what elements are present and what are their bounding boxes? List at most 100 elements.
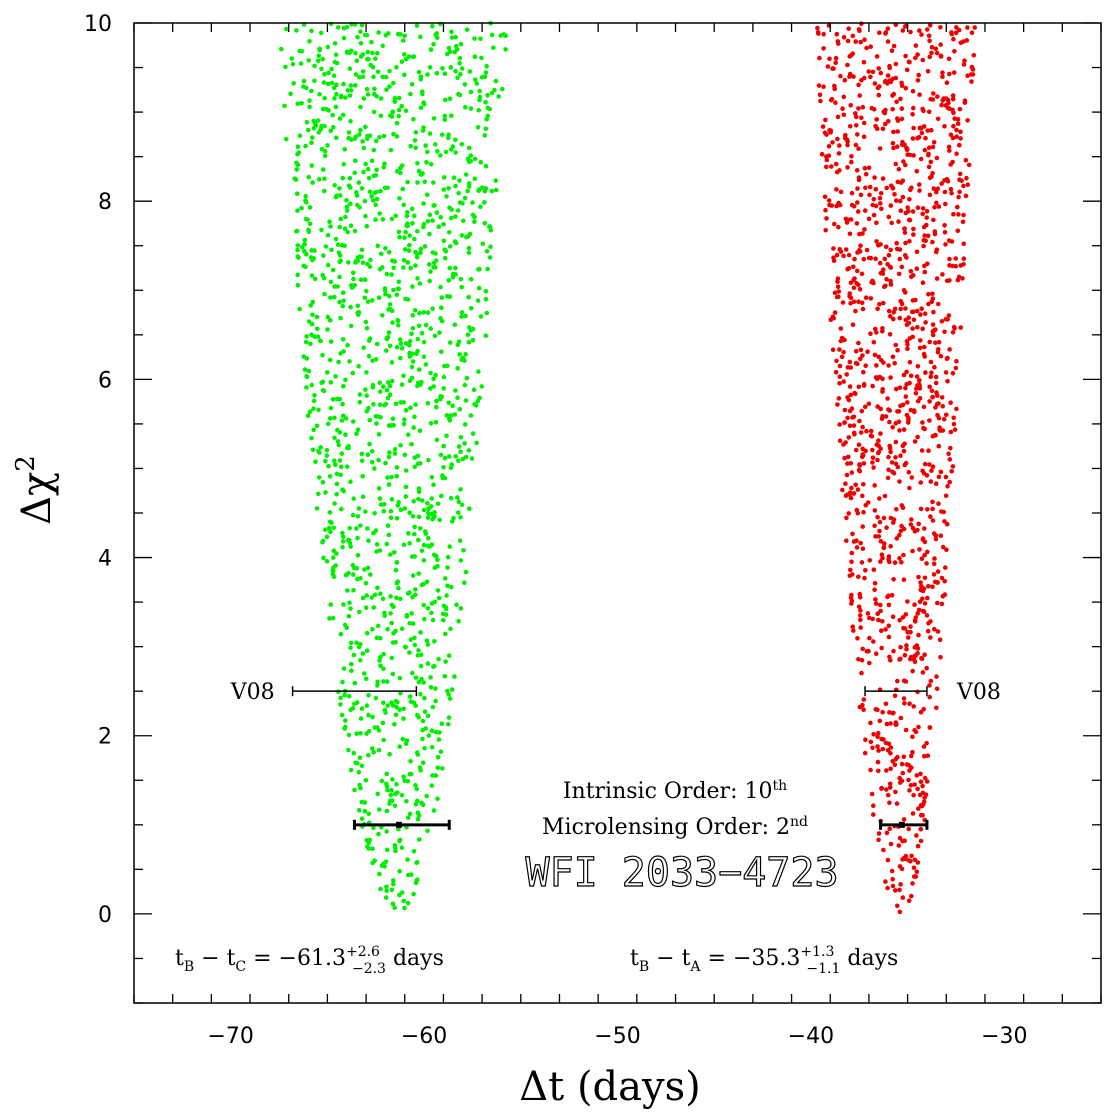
data-point-bc: [426, 535, 431, 541]
data-point-bc: [376, 831, 381, 837]
data-point-ba: [867, 558, 873, 563]
data-point-bc: [341, 81, 346, 87]
data-point-ba: [821, 84, 826, 89]
data-point-ba: [886, 593, 891, 598]
data-point-ba: [848, 392, 854, 398]
data-point-bc: [416, 486, 422, 491]
data-point-ba: [910, 326, 915, 331]
data-point-bc: [384, 541, 390, 547]
data-point-bc: [343, 377, 348, 383]
data-point-ba: [836, 396, 842, 401]
data-point-bc: [341, 35, 347, 41]
data-point-bc: [394, 782, 399, 787]
data-point-ba: [915, 205, 921, 210]
data-point-bc: [359, 22, 365, 28]
data-point-ba: [910, 749, 915, 755]
data-point-ba: [867, 660, 872, 666]
data-point-ba: [906, 898, 912, 903]
data-point-ba: [856, 574, 861, 580]
data-point-ba: [928, 678, 934, 684]
data-point-bc: [358, 716, 364, 721]
data-point-ba: [862, 75, 867, 81]
data-point-ba: [949, 30, 954, 35]
data-point-bc: [412, 236, 417, 242]
data-point-bc: [402, 33, 408, 38]
data-point-bc: [348, 323, 354, 329]
data-point-ba: [885, 39, 891, 44]
data-point-bc: [339, 418, 345, 423]
data-point-ba: [875, 734, 880, 739]
data-point-ba: [855, 361, 860, 367]
data-point-ba: [860, 452, 865, 457]
data-point-ba: [963, 157, 969, 163]
data-point-ba: [842, 407, 848, 413]
data-point-bc: [384, 783, 390, 789]
data-point-ba: [909, 765, 914, 770]
data-point-bc: [478, 36, 483, 42]
data-point-ba: [943, 242, 948, 247]
data-point-bc: [443, 149, 449, 155]
data-point-bc: [375, 50, 380, 56]
data-point-ba: [846, 266, 852, 271]
data-point-bc: [364, 370, 369, 375]
data-point-ba: [885, 73, 891, 78]
data-point-ba: [896, 219, 901, 224]
data-point-bc: [488, 227, 494, 233]
data-point-bc: [418, 172, 424, 177]
data-point-bc: [468, 413, 474, 418]
data-point-bc: [342, 622, 348, 628]
data-point-ba: [817, 92, 823, 98]
data-point-bc: [311, 406, 316, 412]
data-point-bc: [337, 224, 343, 230]
v08-label: V08: [956, 680, 1001, 705]
data-point-ba: [934, 200, 939, 206]
data-point-ba: [903, 679, 909, 684]
data-point-bc: [396, 229, 402, 235]
data-point-bc: [421, 507, 427, 513]
data-point-ba: [856, 384, 862, 390]
data-point-ba: [888, 278, 893, 284]
data-point-bc: [423, 531, 429, 536]
data-point-bc: [411, 891, 416, 897]
data-point-bc: [453, 137, 458, 143]
data-point-bc: [315, 334, 321, 339]
data-point-bc: [389, 497, 395, 502]
data-point-ba: [904, 369, 909, 375]
data-point-ba: [925, 549, 930, 555]
data-point-bc: [303, 85, 309, 91]
data-point-bc: [316, 491, 321, 497]
data-point-bc: [333, 104, 339, 110]
data-point-ba: [890, 185, 896, 191]
data-point-bc: [336, 359, 341, 365]
data-point-bc: [406, 432, 411, 438]
data-point-bc: [408, 91, 413, 97]
data-point-ba: [878, 431, 883, 436]
data-point-ba: [886, 363, 891, 368]
data-point-bc: [438, 452, 444, 458]
data-point-bc: [381, 502, 387, 507]
data-point-bc: [338, 351, 343, 356]
data-point-bc: [441, 187, 447, 192]
delay-ba-minus: −: [649, 946, 681, 971]
data-point-bc: [397, 707, 403, 712]
data-point-bc: [428, 326, 434, 331]
data-point-ba: [908, 783, 914, 788]
data-point-ba: [911, 792, 916, 798]
data-point-bc: [461, 548, 466, 553]
data-point-bc: [370, 714, 375, 720]
data-point-ba: [939, 395, 945, 400]
data-point-bc: [453, 183, 458, 189]
data-point-bc: [359, 458, 365, 464]
data-point-bc: [446, 45, 452, 51]
data-point-ba: [885, 26, 891, 31]
data-point-bc: [335, 242, 341, 247]
data-point-bc: [328, 405, 334, 411]
data-point-bc: [422, 745, 427, 751]
data-point-ba: [893, 386, 899, 392]
data-point-ba: [821, 46, 826, 51]
data-point-bc: [458, 487, 463, 492]
data-point-ba: [827, 56, 832, 62]
data-point-bc: [396, 279, 402, 285]
data-point-bc: [406, 815, 411, 820]
data-point-ba: [866, 401, 872, 407]
